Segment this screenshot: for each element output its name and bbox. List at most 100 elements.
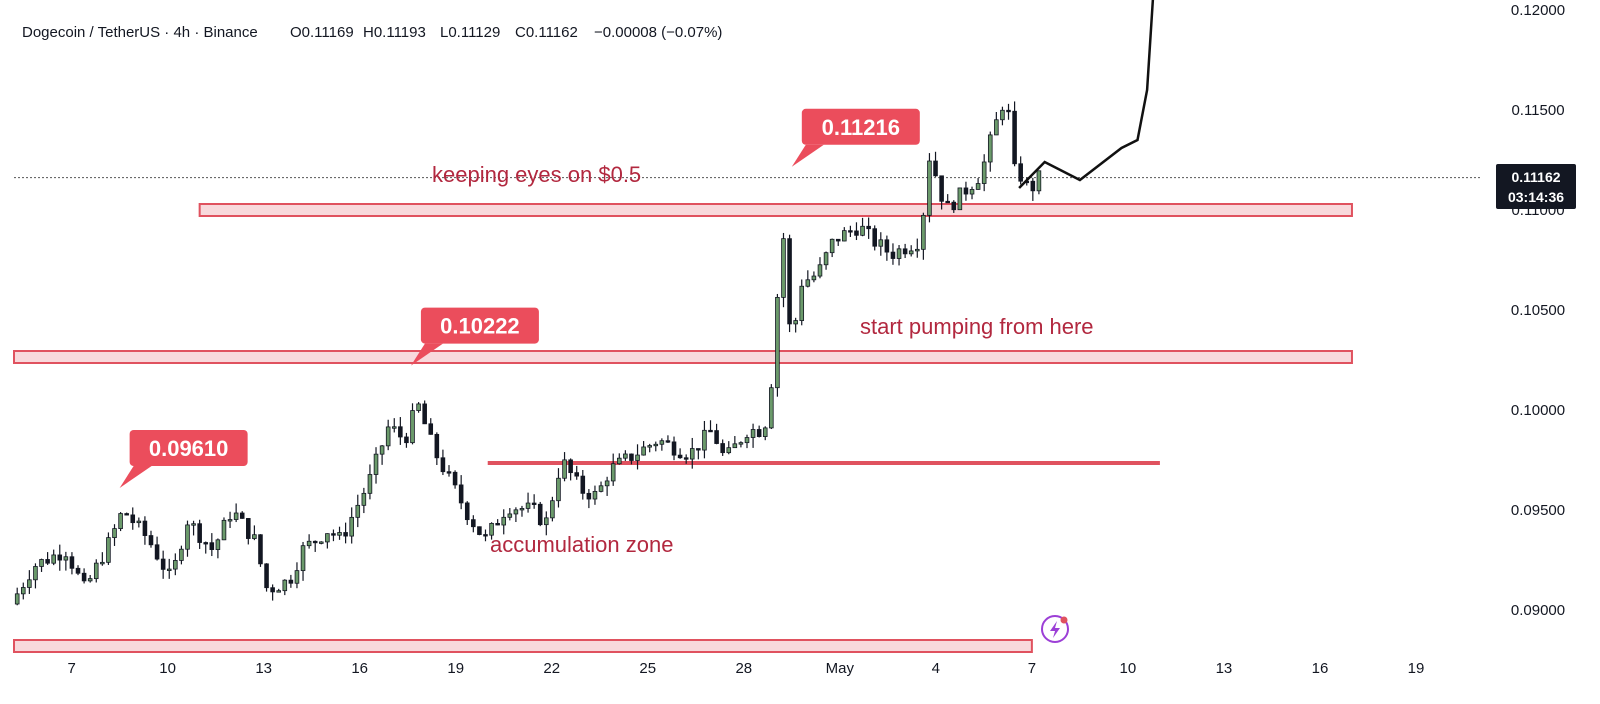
callout-label: 0.11216 [822, 115, 900, 140]
candle [166, 558, 172, 579]
candle-body-up [416, 403, 421, 411]
candle [434, 432, 440, 466]
candle [258, 534, 263, 567]
candle-body-up [823, 252, 829, 266]
candle-body-up [373, 453, 379, 475]
candle-body-down [708, 429, 713, 433]
candle-body-down [312, 540, 318, 544]
candle-body-up [659, 440, 665, 445]
x-tick-label: 28 [735, 660, 752, 677]
candle-body-up [33, 566, 38, 581]
candle-body-up [653, 443, 659, 447]
candle [562, 452, 567, 482]
callout-0.11216: 0.11216 [791, 108, 920, 167]
candle-body-down [574, 472, 579, 477]
candle-body-down [69, 556, 75, 569]
candle [288, 574, 294, 588]
x-tick-label: 19 [447, 660, 464, 677]
candle-body-up [361, 492, 367, 506]
candle-body-up [975, 183, 981, 190]
candle-body-up [781, 238, 786, 298]
candle [659, 438, 665, 451]
candle [136, 517, 142, 528]
candle [598, 481, 604, 493]
candle-body-up [878, 239, 884, 247]
candle [531, 494, 537, 509]
candle-body-up [927, 160, 932, 216]
candle-body-up [799, 285, 805, 321]
x-tick-label: 7 [1028, 660, 1036, 677]
callout-pointer [791, 144, 824, 167]
candle-body-down [197, 523, 202, 543]
candle [331, 529, 336, 542]
candle-body-up [294, 570, 300, 584]
candle-body-up [391, 426, 397, 429]
price-tag-countdown: 03:14:36 [1508, 189, 1564, 205]
candle-body-down [696, 448, 701, 451]
candle-body-up [136, 520, 142, 524]
candle-body-up [276, 590, 281, 593]
candle-body-down [398, 426, 403, 438]
candle-body-down [933, 160, 938, 177]
candle [1030, 177, 1036, 201]
x-tick-label: 16 [351, 660, 368, 677]
candle-body-down [671, 441, 677, 456]
candle [1000, 106, 1005, 126]
candle [994, 111, 999, 136]
candle [872, 225, 878, 251]
candle [142, 516, 148, 545]
candle [623, 450, 628, 461]
price-tag-box [1496, 164, 1576, 209]
candle [471, 515, 476, 533]
x-tick-label: 7 [67, 660, 75, 677]
candle [51, 549, 56, 566]
candle-body-up [306, 540, 312, 547]
candle [124, 512, 129, 516]
candle [203, 541, 209, 554]
header-change: −0.00008 (−0.07%) [594, 24, 722, 41]
candle [227, 511, 233, 529]
candle-body-down [434, 433, 440, 459]
candle-body-up [994, 119, 999, 136]
candle-body-up [300, 545, 306, 572]
candle-body-down [270, 587, 275, 593]
candle-body-down [258, 534, 263, 565]
candle [391, 418, 397, 433]
candle-body-up [969, 189, 975, 195]
candle [635, 444, 640, 470]
candle-body-up [635, 454, 640, 461]
candle-body-down [756, 429, 762, 437]
candle-body-up [63, 556, 69, 561]
candle-body-up [610, 463, 616, 482]
candle [197, 519, 202, 549]
candle-body-up [616, 457, 622, 465]
candle [276, 588, 281, 593]
candle [525, 492, 531, 513]
candle-body-up [191, 523, 196, 526]
candle [33, 563, 38, 589]
candle-body-up [598, 485, 604, 492]
candle-body-up [1000, 109, 1005, 121]
candle-body-down [1012, 110, 1017, 165]
callouts-layer: 0.09610 0.10222 0.11216 [119, 108, 920, 488]
candle [440, 449, 446, 476]
candle-body-down [124, 513, 129, 516]
candle-body-up [762, 427, 768, 437]
candle [312, 540, 318, 552]
candle [367, 464, 373, 500]
candle-body-down [854, 230, 859, 236]
candle-body-up [793, 320, 798, 325]
lightning-circle-icon[interactable] [1041, 615, 1069, 643]
candle-body-up [118, 513, 123, 530]
candle-body-up [501, 516, 507, 526]
candle-body-up [769, 387, 774, 429]
candle-body-down [714, 430, 719, 444]
candle-body-up [817, 264, 823, 277]
candle-body-up [349, 516, 354, 537]
candle [215, 538, 221, 559]
candle [896, 245, 902, 266]
candle [416, 402, 421, 413]
candle [677, 448, 683, 459]
candle [100, 552, 105, 566]
candle-body-up [641, 446, 646, 456]
